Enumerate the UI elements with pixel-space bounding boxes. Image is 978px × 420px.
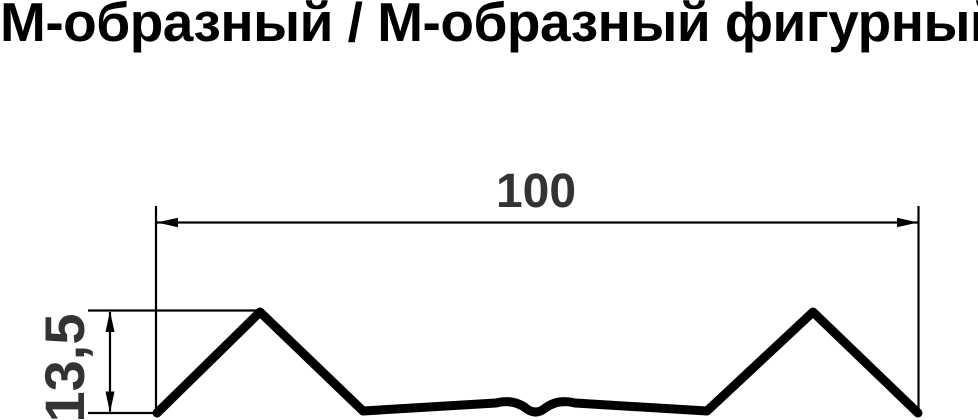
width-dimension: 100 [154,165,920,412]
height-dimension: 13,5 [33,309,263,420]
height-dimension-label: 13,5 [33,314,96,420]
height-arrow-up-icon [105,311,115,332]
height-arrow-down-icon [105,391,115,413]
width-arrow-left-icon [157,217,178,228]
page-title: М-образный / М-образный фигурный [0,0,978,53]
profile-outline [152,307,923,418]
width-arrow-right-icon [897,217,918,228]
width-dimension-label: 100 [496,165,576,218]
